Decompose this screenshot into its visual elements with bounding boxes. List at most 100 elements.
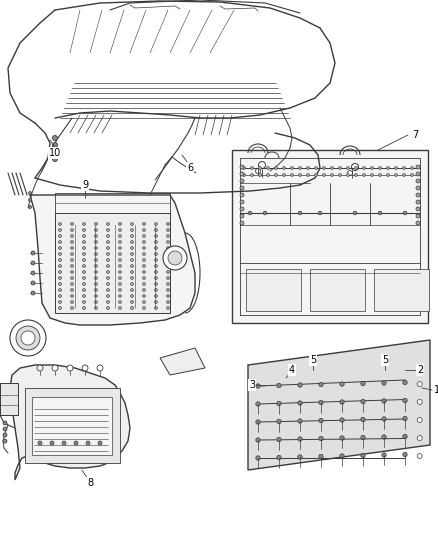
Circle shape [277,437,281,442]
Circle shape [416,214,420,218]
Circle shape [240,179,244,183]
Circle shape [395,166,398,169]
Circle shape [243,174,246,176]
Circle shape [346,166,350,169]
Circle shape [95,277,98,279]
Circle shape [59,246,61,249]
Circle shape [59,306,61,310]
Circle shape [59,277,61,279]
Circle shape [363,166,365,169]
Circle shape [240,172,244,176]
Circle shape [71,288,74,292]
Circle shape [339,174,342,176]
Circle shape [240,207,244,211]
Circle shape [256,402,260,406]
Circle shape [59,253,61,255]
Circle shape [131,277,134,279]
Circle shape [166,271,170,273]
Circle shape [166,235,170,238]
Circle shape [82,295,85,297]
Circle shape [298,211,302,215]
Circle shape [95,301,98,303]
Circle shape [95,253,98,255]
Circle shape [59,264,61,268]
Circle shape [3,427,7,431]
Circle shape [155,277,158,279]
Circle shape [71,264,74,268]
Circle shape [340,400,344,404]
Circle shape [106,240,110,244]
Circle shape [31,271,35,275]
Circle shape [155,288,158,292]
Bar [0,383,18,415]
Circle shape [298,383,302,387]
Circle shape [416,179,420,183]
Circle shape [119,235,121,238]
Circle shape [119,271,121,273]
Circle shape [31,281,35,285]
Circle shape [97,365,103,371]
Circle shape [131,288,134,292]
Circle shape [319,454,323,459]
Circle shape [371,174,374,176]
Circle shape [361,399,365,403]
Circle shape [82,301,85,303]
Circle shape [155,306,158,310]
Circle shape [251,174,254,176]
Circle shape [95,246,98,249]
Circle shape [119,306,121,310]
Circle shape [166,229,170,231]
Circle shape [106,301,110,303]
Circle shape [307,166,310,169]
Circle shape [95,229,98,231]
Circle shape [346,174,350,176]
Text: 8: 8 [87,478,93,488]
Circle shape [416,221,420,225]
Circle shape [131,259,134,262]
Text: 4: 4 [289,365,295,375]
Circle shape [142,229,145,231]
Bar [246,269,301,311]
Circle shape [119,222,121,225]
Circle shape [416,193,420,197]
Circle shape [106,295,110,297]
Circle shape [166,295,170,297]
Circle shape [155,295,158,297]
Text: 5: 5 [382,355,388,365]
Text: 10: 10 [49,148,61,158]
Circle shape [240,221,244,225]
Circle shape [31,291,35,295]
Polygon shape [10,365,130,480]
Circle shape [71,295,74,297]
Text: 9: 9 [82,180,88,190]
Circle shape [131,235,134,238]
Circle shape [155,259,158,262]
Text: 3: 3 [249,380,255,390]
Circle shape [71,240,74,244]
Circle shape [378,211,382,215]
Circle shape [410,166,413,169]
Circle shape [416,186,420,190]
Circle shape [106,282,110,286]
Circle shape [318,211,322,215]
Circle shape [131,240,134,244]
Circle shape [95,259,98,262]
Circle shape [28,191,32,195]
Circle shape [71,259,74,262]
Circle shape [95,240,98,244]
Circle shape [258,174,261,176]
Circle shape [277,419,281,424]
Circle shape [163,246,187,270]
Circle shape [166,264,170,268]
Circle shape [155,301,158,303]
Circle shape [71,229,74,231]
Circle shape [131,253,134,255]
Circle shape [106,253,110,255]
Circle shape [119,253,121,255]
Text: 7: 7 [412,130,418,140]
Circle shape [258,161,265,168]
Circle shape [155,253,158,255]
Circle shape [353,211,357,215]
Circle shape [166,240,170,244]
Circle shape [339,166,342,169]
